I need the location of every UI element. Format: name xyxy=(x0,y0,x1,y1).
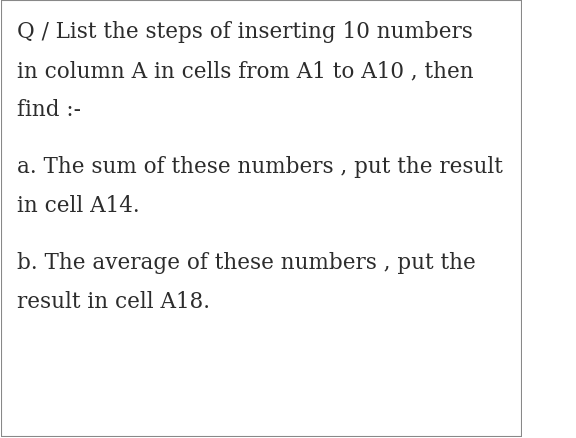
Text: result in cell A18.: result in cell A18. xyxy=(17,291,210,313)
Text: b. The average of these numbers , put the: b. The average of these numbers , put th… xyxy=(17,251,476,273)
Text: in cell A14.: in cell A14. xyxy=(17,195,139,217)
Text: in column A in cells from A1 to A10 , then: in column A in cells from A1 to A10 , th… xyxy=(17,60,473,82)
Text: find :-: find :- xyxy=(17,99,81,121)
Text: a. The sum of these numbers , put the result: a. The sum of these numbers , put the re… xyxy=(17,156,503,178)
Text: Q / List the steps of inserting 10 numbers: Q / List the steps of inserting 10 numbe… xyxy=(17,21,473,43)
